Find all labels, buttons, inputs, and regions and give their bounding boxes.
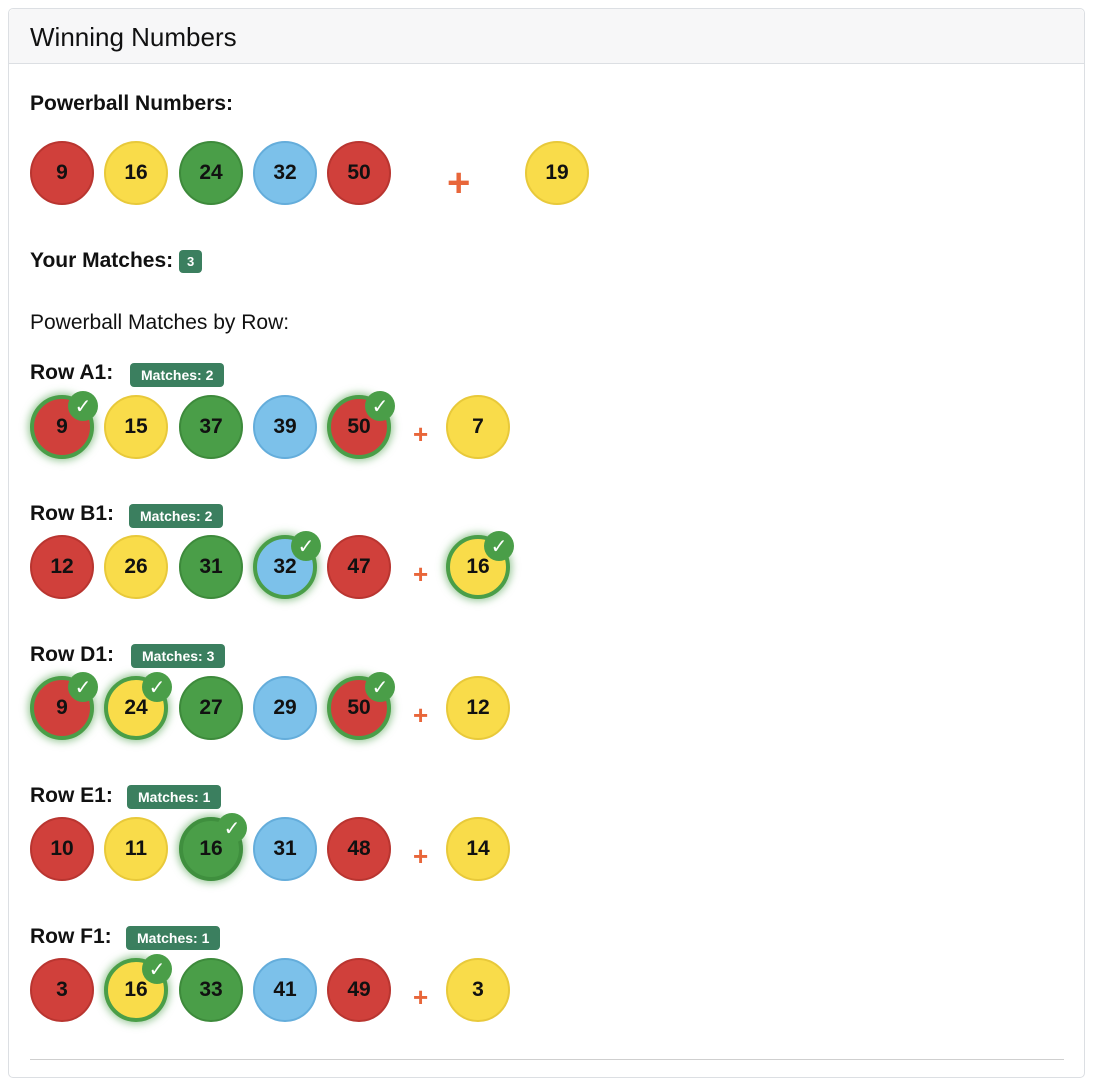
row-ball: 41 bbox=[253, 958, 317, 1022]
row-ball-matched: 50 ✓ bbox=[327, 672, 395, 740]
row-label: Row F1: bbox=[30, 925, 112, 948]
plus-sign: + bbox=[413, 700, 429, 730]
row-matches-badge: Matches: 1 bbox=[126, 926, 221, 950]
row-matches-badge: Matches: 2 bbox=[130, 363, 225, 387]
check-icon: ✓ bbox=[484, 531, 514, 561]
row-matches-badge: Matches: 2 bbox=[129, 504, 224, 528]
check-icon: ✓ bbox=[68, 672, 98, 702]
check-icon: ✓ bbox=[68, 391, 98, 421]
row-ball: 29 bbox=[253, 676, 317, 740]
check-icon: ✓ bbox=[142, 672, 172, 702]
row-ball: 27 bbox=[179, 676, 243, 740]
row-ball: 12 bbox=[30, 535, 94, 599]
row-ball-matched: 9 ✓ bbox=[30, 391, 98, 459]
row-matches-badge: Matches: 3 bbox=[131, 644, 226, 668]
row-powerball: 12 bbox=[446, 676, 510, 740]
your-matches-label: Your Matches: bbox=[30, 249, 174, 272]
row-ball: 31 bbox=[179, 535, 243, 599]
winning-numbers-card: Winning Numbers Powerball Numbers: 9 16 … bbox=[8, 8, 1085, 1078]
row-ball: 39 bbox=[253, 395, 317, 459]
row-label: Row A1: bbox=[30, 361, 114, 384]
winning-powerball: 19 bbox=[525, 141, 589, 205]
plus-sign: + bbox=[413, 982, 429, 1012]
row-ball: 37 bbox=[179, 395, 243, 459]
winning-ball: 32 bbox=[253, 141, 317, 205]
check-icon: ✓ bbox=[365, 672, 395, 702]
winning-ball: 24 bbox=[179, 141, 243, 205]
check-icon: ✓ bbox=[365, 391, 395, 421]
row-ball-matched: 16 ✓ bbox=[179, 813, 247, 881]
check-icon: ✓ bbox=[142, 954, 172, 984]
row-ball: 33 bbox=[179, 958, 243, 1022]
rows-heading: Powerball Matches by Row: bbox=[30, 311, 290, 334]
row-powerball: 14 bbox=[446, 817, 510, 881]
row-ball: 48 bbox=[327, 817, 391, 881]
check-icon: ✓ bbox=[217, 813, 247, 843]
row-ball: 49 bbox=[327, 958, 391, 1022]
matches-count-badge: 3 bbox=[179, 250, 203, 273]
divider bbox=[30, 1059, 1064, 1060]
row-ball-matched: 16 ✓ bbox=[104, 954, 172, 1022]
row-ball: 11 bbox=[104, 817, 168, 881]
winning-ball: 9 bbox=[30, 141, 94, 205]
plus-sign: + bbox=[413, 419, 429, 449]
row-ball-matched: 32 ✓ bbox=[253, 531, 321, 599]
plus-sign: + bbox=[413, 559, 429, 589]
powerball-numbers-label: Powerball Numbers: bbox=[30, 92, 234, 115]
row-ball: 15 bbox=[104, 395, 168, 459]
row-ball: 26 bbox=[104, 535, 168, 599]
row-label: Row E1: bbox=[30, 784, 113, 807]
winning-ball: 50 bbox=[327, 141, 391, 205]
check-icon: ✓ bbox=[291, 531, 321, 561]
row-ball: 47 bbox=[327, 535, 391, 599]
row-label: Row D1: bbox=[30, 643, 114, 666]
card-title: Winning Numbers bbox=[9, 9, 1084, 64]
row-label: Row B1: bbox=[30, 502, 114, 525]
row-powerball-matched: 16 ✓ bbox=[446, 531, 514, 599]
row-matches-badge: Matches: 1 bbox=[127, 785, 222, 809]
row-ball-matched: 50 ✓ bbox=[327, 391, 395, 459]
row-ball: 31 bbox=[253, 817, 317, 881]
row-ball-matched: 9 ✓ bbox=[30, 672, 98, 740]
plus-sign: + bbox=[447, 161, 471, 205]
row-ball: 10 bbox=[30, 817, 94, 881]
row-ball-matched: 24 ✓ bbox=[104, 672, 172, 740]
winning-ball: 16 bbox=[104, 141, 168, 205]
row-powerball: 7 bbox=[446, 395, 510, 459]
row-ball: 3 bbox=[30, 958, 94, 1022]
row-powerball: 3 bbox=[446, 958, 510, 1022]
plus-sign: + bbox=[413, 841, 429, 871]
